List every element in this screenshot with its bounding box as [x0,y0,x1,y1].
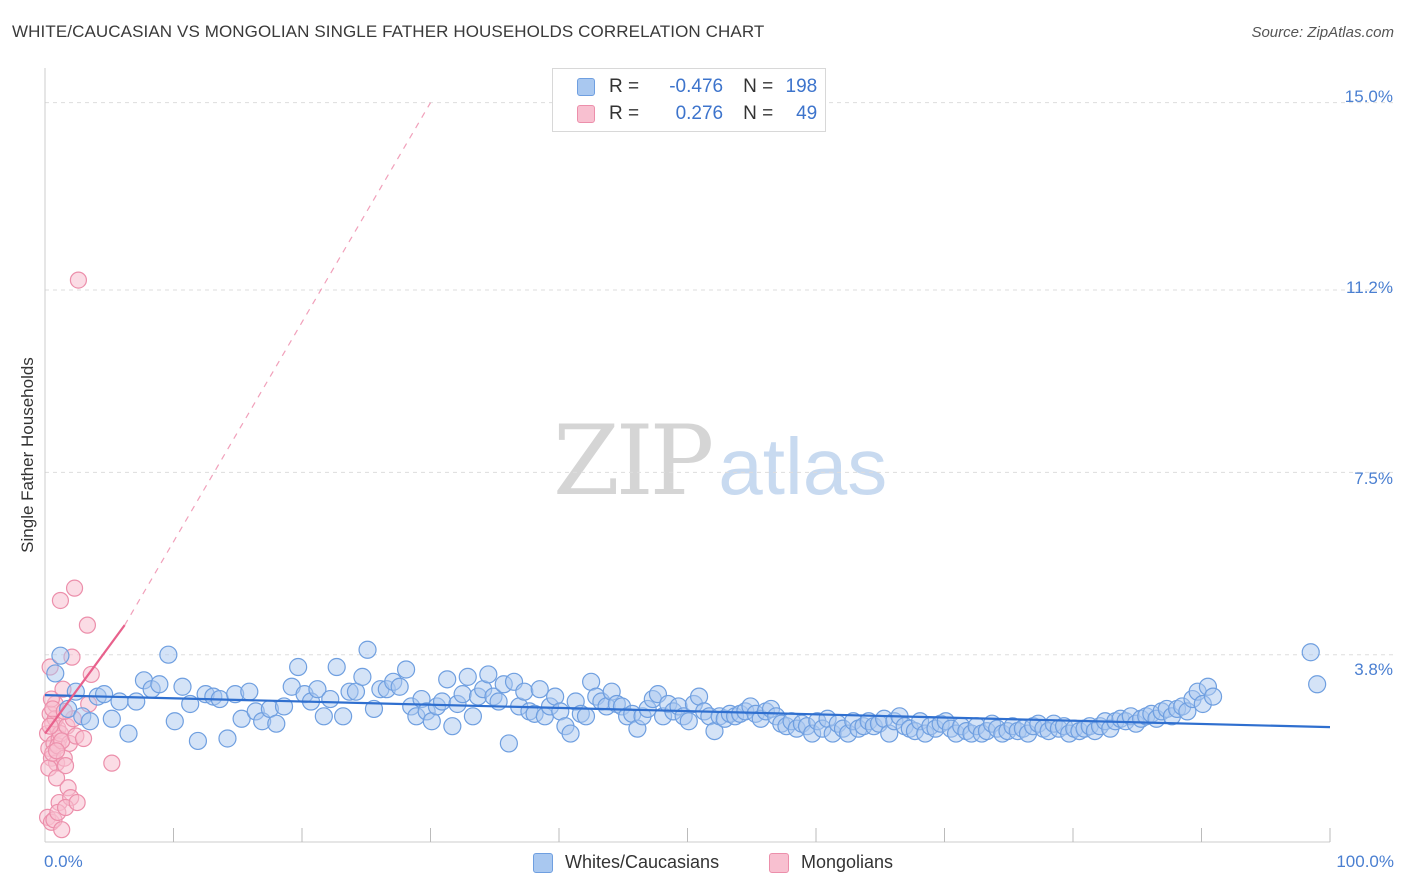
legend-row-mongolians: R = 0.276 N = 49 [577,101,817,127]
mongolian-point [82,665,100,684]
mongolian-point [47,742,66,760]
white-point [530,680,549,699]
r-label: R = [609,76,640,97]
white-point [396,660,416,679]
y-tick-label: 15.0% [1344,87,1393,106]
white-point [150,675,169,694]
white-point [218,729,237,748]
mongolians-swatch [577,105,595,123]
mongolian-point [103,754,121,772]
white-point [679,712,698,731]
mongolian-point [65,579,84,597]
white-point [95,685,114,704]
source-label: Source: ZipAtlas.com [1251,24,1394,41]
white-point [119,724,138,743]
white-point [314,707,333,726]
white-point [51,646,70,665]
white-point [289,657,308,677]
white-points [46,640,1327,753]
white-point [267,714,286,733]
mongolian-point [69,271,88,289]
white-point [458,667,477,686]
mongolian-point [74,729,93,748]
n-label: N = [743,103,774,124]
white-point [390,677,409,696]
white-point [308,680,327,699]
legend-row-whites: R = -0.476 N = 198 [577,74,817,100]
mongolians-swatch [769,852,789,873]
white-point [173,677,192,696]
r-label: R = [609,103,640,124]
y-tick-label: 11.2% [1346,278,1393,297]
white-point [165,712,184,731]
mongolians-label: Mongolians [801,852,894,872]
whites-swatch [577,78,595,96]
white-point [479,665,498,684]
r-value: -0.476 [669,76,724,97]
white-point [110,692,129,711]
chart-title: WHITE/CAUCASIAN VS MONGOLIAN SINGLE FATH… [12,22,765,41]
white-point [240,682,259,701]
mongolian-point [56,756,75,775]
white-point [463,707,483,726]
white-point [321,689,340,709]
white-point [46,664,65,683]
white-point [358,640,377,659]
mongolian-point [78,616,97,634]
white-point [102,709,121,728]
white-point [327,657,346,677]
n-value: 49 [796,103,818,124]
white-point [159,645,178,664]
mongolians-trend-line [44,624,126,735]
zipatlas-watermark: ZIP atlas [553,405,887,517]
watermark-atlas: atlas [718,422,888,511]
watermark-zip: ZIP [553,405,714,517]
n-value: 198 [785,76,818,97]
white-point [576,707,596,726]
white-point [443,717,462,736]
gridlines [45,102,1395,656]
bottom-legend-whites: Whites/Caucasians [533,852,719,873]
white-point [1301,643,1320,662]
mongolian-points [38,271,121,839]
white-point [515,682,534,701]
y-tick-label: 7.5% [1354,469,1393,488]
y-tick-label: 3.8% [1354,660,1393,679]
mongolians-trend-extension [124,102,432,626]
white-point [432,692,452,711]
n-label: N = [743,76,774,97]
mongolian-point [68,793,86,812]
white-point [561,724,580,743]
mongolian-point [53,821,71,839]
white-point [353,667,372,686]
mongolian-point [47,769,66,787]
whites-swatch [533,852,553,873]
white-point [499,734,518,753]
white-point [188,731,208,751]
white-point [80,712,100,731]
whites-trend-line [44,694,1331,729]
white-point [1308,675,1327,694]
bottom-legend-mongolians: Mongolians [769,852,893,873]
mongolian-point [51,591,70,610]
white-point [334,707,353,726]
white-point [438,670,457,689]
whites-label: Whites/Caucasians [565,852,720,872]
x-tick-label: 100.0% [1336,852,1394,871]
x-tick-label: 0.0% [44,852,83,871]
white-point [364,699,384,719]
trend-lines [44,102,1331,735]
white-point [232,709,251,728]
y-axis-label: Single Father Households [18,357,37,553]
r-value: 0.276 [675,103,724,124]
white-point [1203,687,1223,706]
white-point [453,685,472,704]
correlation-legend: R = -0.476 N = 198 R = 0.276 N = 49 [552,68,826,132]
white-point [127,692,146,711]
